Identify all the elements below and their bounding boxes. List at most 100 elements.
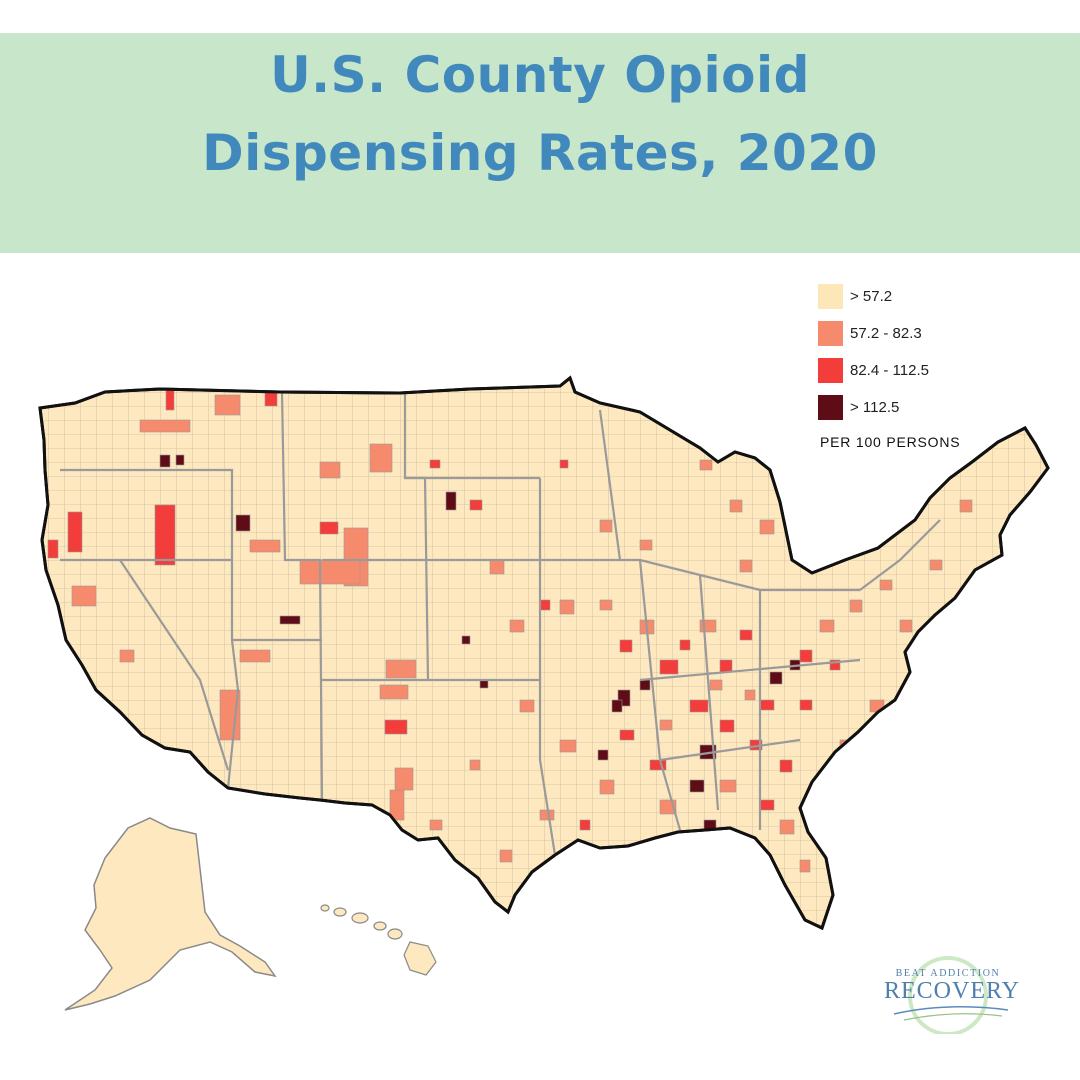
county-hotspot xyxy=(619,729,635,741)
county-hotspot xyxy=(799,859,811,873)
map-title-line-2: Dispensing Rates, 2020 xyxy=(202,124,878,182)
county-hotspot xyxy=(519,699,535,713)
county-hotspot xyxy=(719,779,737,793)
county-hotspot xyxy=(539,809,555,821)
county-hotspot xyxy=(819,619,835,633)
title-banner xyxy=(0,33,1080,253)
county-hotspot xyxy=(599,519,613,533)
map-title-line-1: U.S. County Opioid xyxy=(270,46,810,104)
county-hotspot xyxy=(429,459,441,469)
county-hotspot xyxy=(71,585,97,607)
logo-top-text: BEAT ADDICTION xyxy=(895,968,1001,979)
logo-main-text: RECOVERY xyxy=(884,978,1021,1004)
legend-label: 82.4 - 112.5 xyxy=(850,362,929,379)
county-hotspot xyxy=(139,419,191,433)
legend-swatch xyxy=(818,321,843,346)
county-hotspot xyxy=(689,699,709,713)
county-hotspot xyxy=(719,659,733,673)
county-hotspot xyxy=(619,639,633,653)
county-hotspot xyxy=(759,699,775,711)
legend-label: > 112.5 xyxy=(850,399,900,416)
county-hotspot xyxy=(849,599,863,613)
county-hotspot xyxy=(509,619,525,633)
county-hotspot xyxy=(659,719,673,731)
county-hotspot xyxy=(119,649,135,663)
county-hotspot xyxy=(611,699,623,713)
legend-swatch xyxy=(818,358,843,383)
county-hotspot xyxy=(729,499,743,513)
county-hotspot xyxy=(649,759,667,771)
county-hotspot xyxy=(214,394,241,416)
hawaii-islands xyxy=(320,904,437,976)
county-hotspot xyxy=(369,443,393,473)
legend-item: > 57.2 xyxy=(818,284,1018,321)
county-hotspot xyxy=(744,689,756,701)
county-hotspot xyxy=(469,499,483,511)
county-hotspot xyxy=(394,767,414,791)
county-hotspot xyxy=(599,779,615,795)
county-hotspot xyxy=(47,539,59,559)
legend-item: > 112.5 xyxy=(818,395,1018,432)
legend-unit-label: PER 100 PERSONS xyxy=(820,434,961,450)
county-hotspot xyxy=(659,659,679,675)
county-hotspot xyxy=(539,599,551,611)
county-hotspot xyxy=(445,491,457,511)
county-hotspot xyxy=(319,521,339,535)
county-hotspot xyxy=(385,659,417,679)
county-hotspot xyxy=(235,514,251,532)
legend-label: 57.2 - 82.3 xyxy=(850,325,922,342)
county-hotspot xyxy=(739,559,753,573)
county-hotspot xyxy=(769,671,783,685)
legend-swatch xyxy=(818,284,843,309)
county-hotspot xyxy=(299,559,361,585)
county-hotspot xyxy=(709,679,723,691)
county-hotspot xyxy=(159,454,171,468)
legend-swatch xyxy=(818,395,843,420)
county-hotspot xyxy=(759,519,775,535)
legend-item: 57.2 - 82.3 xyxy=(818,321,1018,358)
county-hotspot xyxy=(597,749,609,761)
county-hotspot xyxy=(499,849,513,863)
county-hotspot xyxy=(579,819,591,831)
county-hotspot xyxy=(739,629,753,641)
beat-addiction-recovery-logo: BEAT ADDICTION RECOVERY xyxy=(884,944,1024,1034)
county-hotspot xyxy=(779,759,793,773)
county-hotspot xyxy=(819,779,835,793)
county-hotspot xyxy=(689,779,705,793)
county-hotspot xyxy=(759,799,775,811)
county-hotspot xyxy=(249,539,281,553)
county-hotspot xyxy=(559,739,577,753)
county-hotspot xyxy=(559,459,569,469)
county-hotspot xyxy=(929,559,943,571)
county-hotspot xyxy=(319,461,341,479)
county-hotspot xyxy=(639,539,653,551)
county-hotspot xyxy=(239,649,271,663)
county-hotspot xyxy=(679,639,691,651)
county-hotspot xyxy=(559,599,575,615)
county-hotspot xyxy=(599,599,613,611)
county-hotspot xyxy=(165,389,175,411)
county-hotspot xyxy=(699,619,717,633)
legend-label: > 57.2 xyxy=(850,288,893,305)
county-hotspot xyxy=(175,454,185,466)
logo-swoosh xyxy=(893,956,1009,1034)
county-hotspot xyxy=(799,649,813,663)
county-hotspot xyxy=(829,659,841,671)
county-hotspot xyxy=(639,679,651,691)
county-hotspot xyxy=(461,635,471,645)
county-hotspot xyxy=(899,619,913,633)
county-hotspot xyxy=(489,559,505,575)
alaska-shape xyxy=(64,817,277,1011)
county-hotspot xyxy=(879,579,893,591)
county-hotspot xyxy=(799,699,813,711)
county-hotspot xyxy=(154,504,176,566)
county-hotspot xyxy=(67,511,83,553)
county-hotspot xyxy=(779,819,795,835)
county-hotspot xyxy=(379,684,409,700)
county-hotspot xyxy=(679,869,691,881)
county-hotspot xyxy=(719,719,735,733)
county-hotspot xyxy=(429,819,443,831)
map-legend: > 57.2 57.2 - 82.3 82.4 - 112.5 > 112.5 … xyxy=(818,284,1018,450)
county-hotspot xyxy=(384,719,408,735)
